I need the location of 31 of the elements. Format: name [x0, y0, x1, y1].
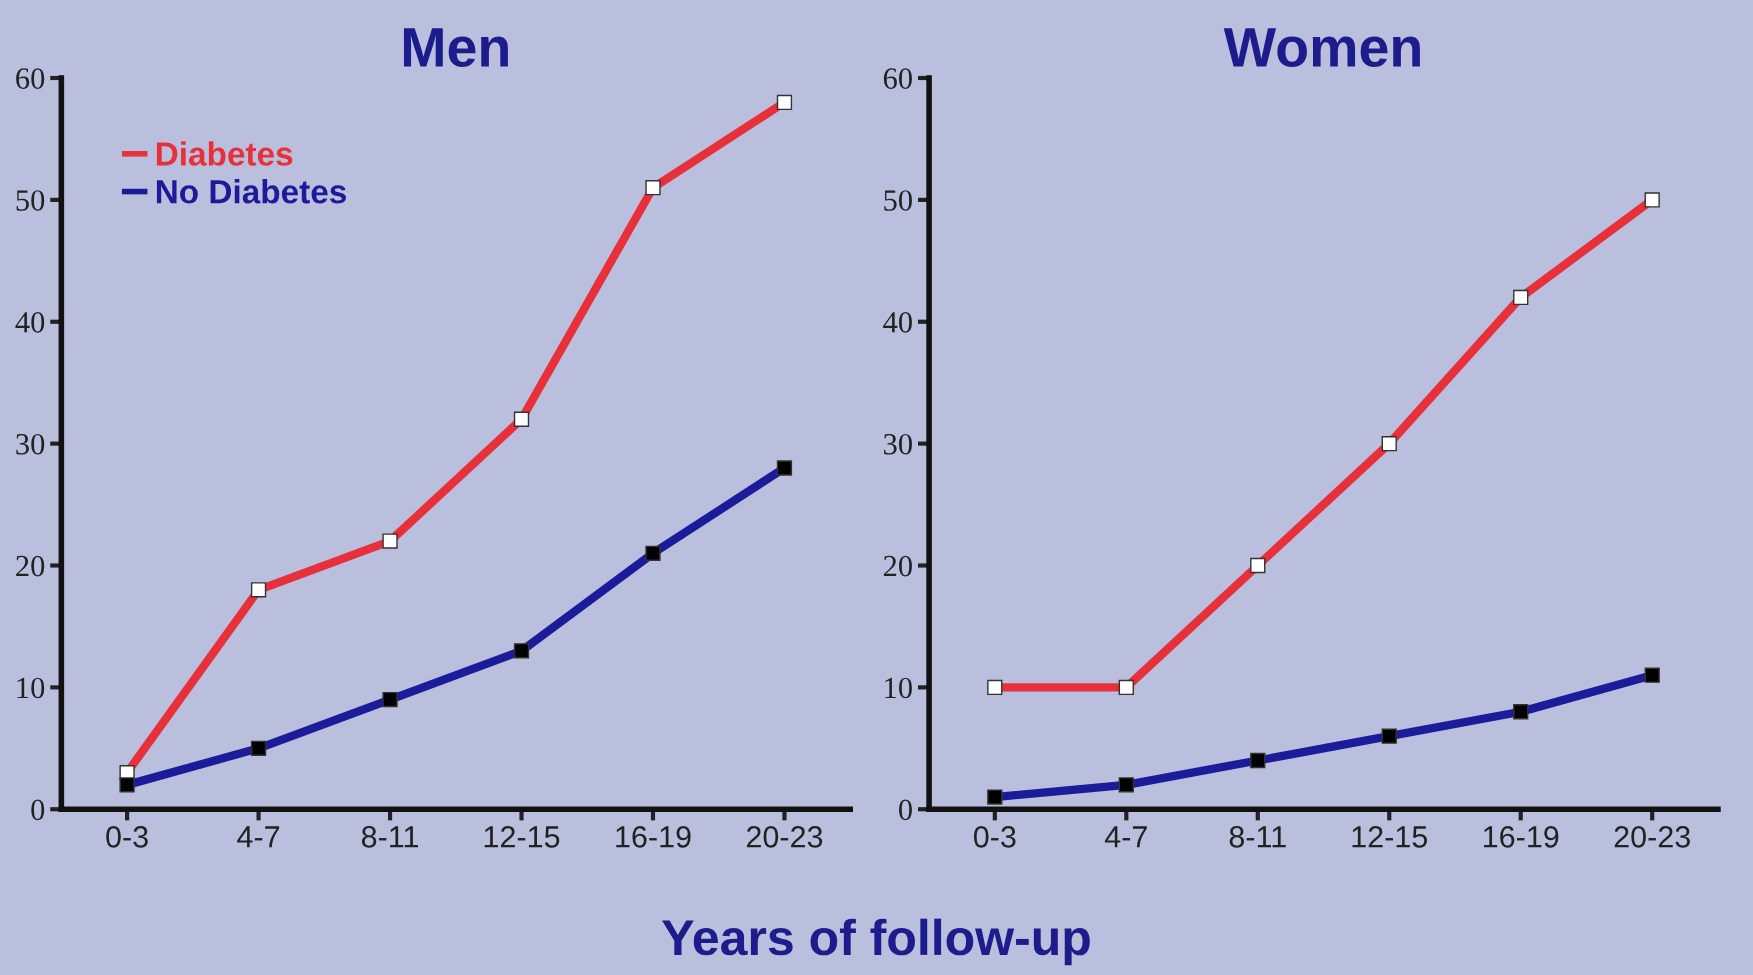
x-tick-label: 16-19: [1483, 826, 1559, 848]
chart-title: Women: [1223, 28, 1420, 68]
y-tick-label: 30: [884, 433, 912, 455]
x-tick-label: 20-23: [746, 826, 823, 848]
chart-title: Men: [403, 28, 508, 68]
y-tick-label: 30: [16, 433, 45, 455]
y-tick-label: 20: [16, 555, 45, 577]
x-tick-label: 16-19: [616, 826, 691, 848]
y-tick-label: 50: [884, 190, 912, 211]
legend-label: No Diabetes: [156, 179, 346, 204]
y-tick-label: 0: [31, 799, 45, 821]
x-tick-label: 4-7: [237, 826, 280, 848]
x-tick-label: 12-15: [1352, 826, 1428, 848]
y-tick-label: 0: [899, 799, 912, 821]
x-tick-label: 20-23: [1614, 826, 1690, 848]
x-tick-label: 0-3: [106, 826, 148, 848]
y-tick-label: 50: [16, 190, 45, 211]
legend-label: Diabetes: [156, 141, 293, 166]
y-tick-label: 60: [16, 68, 45, 89]
y-tick-label: 20: [883, 555, 912, 577]
y-tick-label: 10: [17, 677, 45, 699]
x-tick-label: 8-11: [361, 826, 419, 848]
y-tick-label: 60: [883, 68, 912, 89]
x-tick-label: 8-11: [1229, 826, 1286, 848]
y-tick-label: 40: [15, 312, 45, 333]
x-tick-label: 12-15: [484, 826, 560, 848]
x-tick-label: 0-3: [973, 826, 1016, 848]
y-tick-label: 40: [883, 312, 912, 333]
x-tick-label: 4-7: [1104, 826, 1147, 848]
x-axis-title: Years of follow-up: [662, 918, 1090, 966]
y-tick-label: 10: [885, 677, 912, 699]
